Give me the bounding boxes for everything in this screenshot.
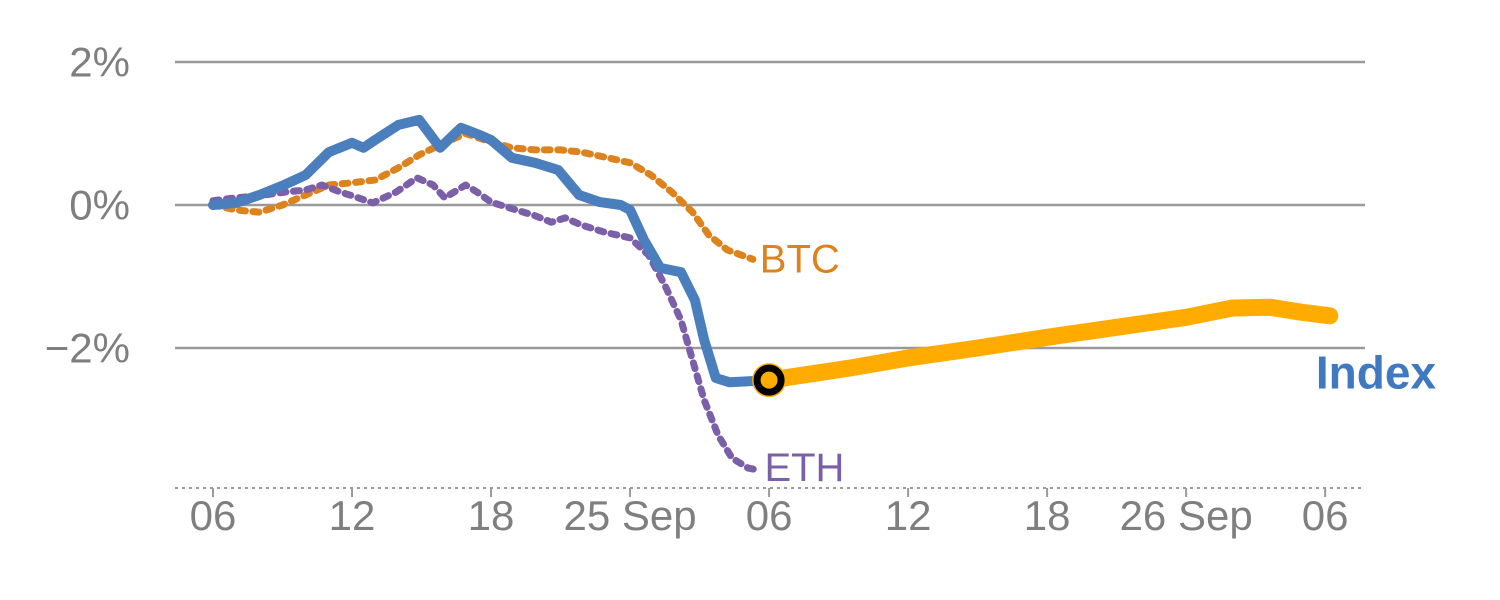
x-tick-label: 12 [329,492,376,539]
x-tick-label: 25 Sep [563,492,696,539]
series-line-eth [209,174,764,474]
x-tick-label: 26 Sep [1120,492,1253,539]
x-tick-label: 06 [1302,492,1349,539]
index-current-point-marker [753,364,785,396]
x-tick-label: 06 [190,492,237,539]
series-label-eth: ETH [764,446,844,490]
y-tick-label: 0% [69,182,130,229]
x-tick-label: 06 [746,492,793,539]
y-tick-label: −2% [45,325,130,372]
x-tick-label: 18 [468,492,515,539]
series-line-index [208,114,775,388]
series-label-index: Index [1316,346,1437,398]
x-tick-label: 18 [1024,492,1071,539]
series-line-index-forward [760,298,1339,389]
series-label-btc: BTC [760,237,840,281]
x-tick-label: 12 [885,492,932,539]
y-tick-label: 2% [69,39,130,86]
